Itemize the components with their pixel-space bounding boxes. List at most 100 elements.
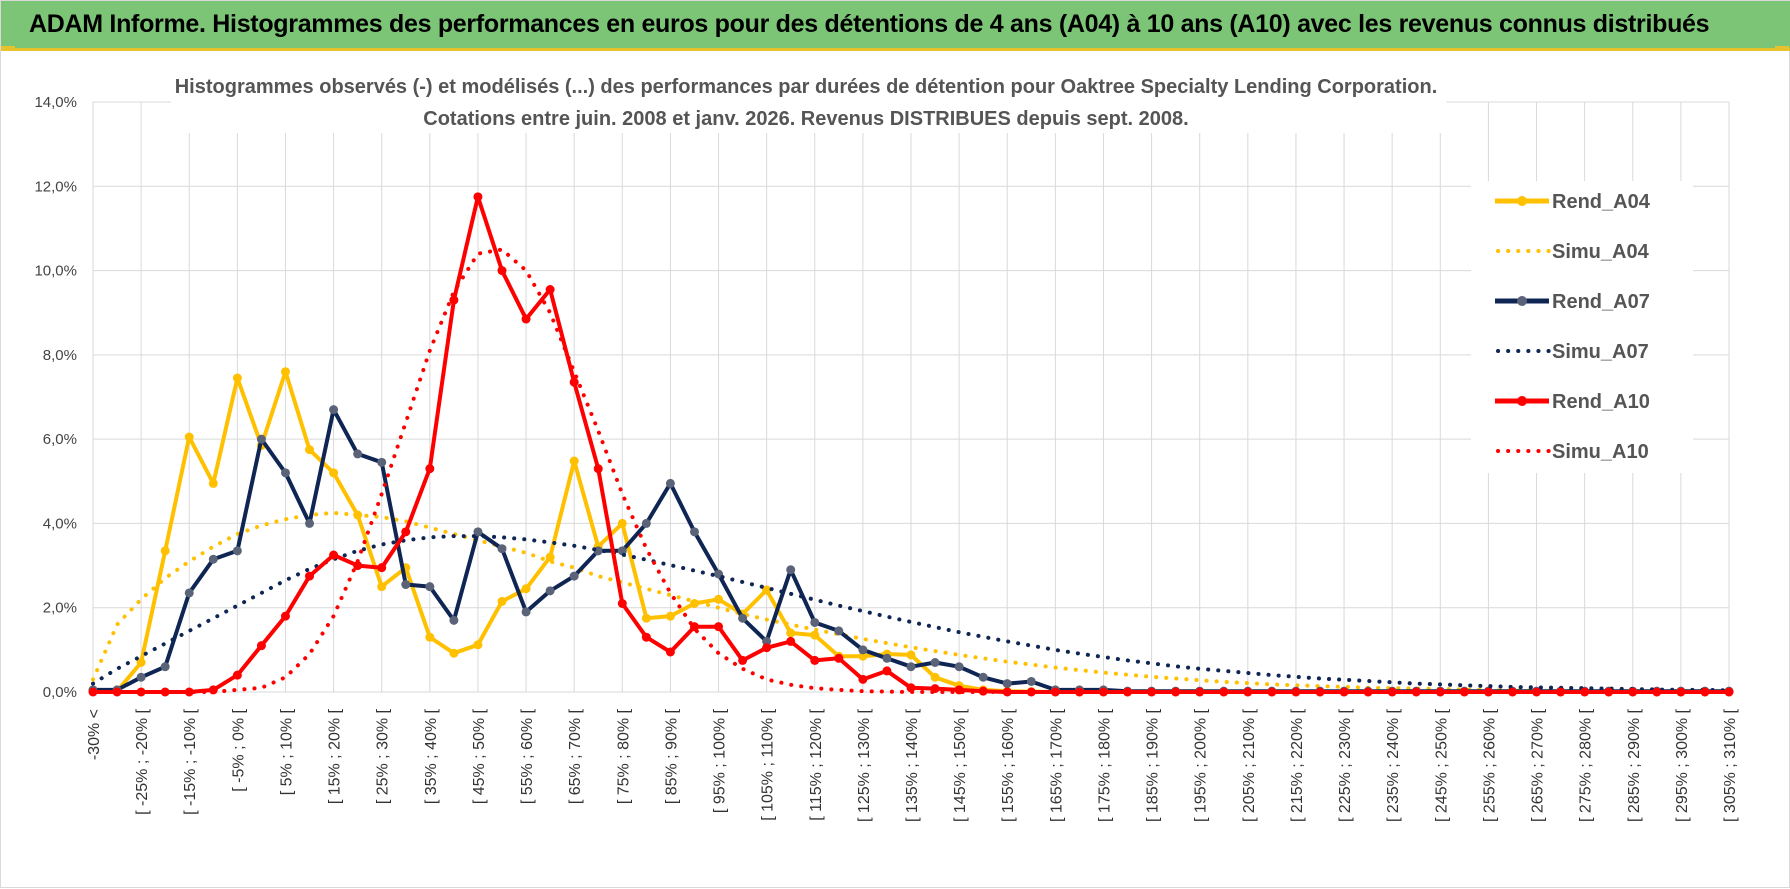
- data-point: [136, 687, 146, 697]
- data-point: [930, 672, 940, 682]
- x-tick-label: [ -5% ; 0% [: [230, 708, 247, 791]
- data-point: [232, 546, 242, 556]
- legend-label: Rend_A10: [1552, 391, 1650, 413]
- data-point: [834, 626, 844, 636]
- x-tick-label: [ -25% ; -20% [: [134, 708, 151, 814]
- data-point: [665, 611, 675, 621]
- legend-marker: [1517, 196, 1527, 206]
- legend-label: Simu_A04: [1552, 241, 1650, 263]
- data-point: [545, 586, 555, 596]
- report-banner: ADAM Informe. Histogrammes des performan…: [1, 1, 1790, 51]
- data-point: [954, 662, 964, 672]
- x-tick-label: [ 15% ; 20% [: [327, 708, 344, 804]
- data-point: [449, 615, 459, 625]
- x-tick-label: [ 215% ; 220% [: [1289, 708, 1306, 822]
- data-point: [136, 658, 146, 667]
- data-point: [665, 647, 675, 657]
- data-point: [256, 434, 266, 444]
- data-point: [329, 550, 339, 560]
- data-point: [473, 527, 483, 537]
- data-point: [377, 457, 387, 467]
- x-tick-label: [ 135% ; 140% [: [904, 708, 921, 822]
- data-point: [1147, 687, 1157, 697]
- x-tick-label: [ 165% ; 170% [: [1048, 708, 1065, 822]
- series-Simu_A07: [91, 534, 1731, 693]
- x-tick-label: [ 225% ; 230% [: [1337, 708, 1354, 822]
- data-point: [329, 468, 339, 478]
- data-point: [377, 563, 387, 573]
- data-point: [906, 662, 916, 672]
- data-point: [232, 373, 242, 383]
- data-point: [1195, 687, 1205, 697]
- data-point: [256, 641, 266, 651]
- data-point: [858, 651, 868, 661]
- data-point: [449, 648, 459, 658]
- data-point: [1507, 687, 1517, 697]
- x-tick-label: [ 245% ; 250% [: [1433, 708, 1450, 822]
- data-point: [593, 464, 603, 474]
- data-point: [1074, 687, 1084, 697]
- x-tick-label: [ 205% ; 210% [: [1241, 708, 1258, 822]
- data-point: [1243, 687, 1253, 697]
- series-line-Simu_A04: [91, 510, 1731, 694]
- x-tick-label: [ 285% ; 290% [: [1626, 708, 1643, 822]
- data-point: [906, 683, 916, 693]
- legend-item-Rend_A07: Rend_A07: [1495, 291, 1650, 313]
- data-point: [1724, 687, 1734, 697]
- x-tick-label: [ 265% ; 270% [: [1530, 708, 1547, 822]
- data-point: [1315, 687, 1325, 697]
- data-point: [305, 518, 315, 528]
- x-tick-label: [ 35% ; 40% [: [423, 708, 440, 804]
- data-point: [449, 295, 459, 305]
- data-point: [545, 285, 555, 295]
- x-tick-label: [ 175% ; 180% [: [1096, 708, 1113, 822]
- data-point: [208, 554, 218, 564]
- x-tick-label: [ 65% ; 70% [: [567, 708, 584, 804]
- data-point: [521, 584, 531, 594]
- data-point: [232, 670, 242, 680]
- data-point: [665, 478, 675, 488]
- x-tick-label: [ 295% ; 300% [: [1674, 708, 1691, 822]
- data-point: [425, 464, 435, 474]
- data-point: [329, 405, 339, 415]
- legend-bg: [1471, 181, 1693, 473]
- data-point: [930, 658, 940, 667]
- data-point: [641, 613, 651, 623]
- data-point: [280, 367, 290, 377]
- data-point: [762, 636, 772, 646]
- data-point: [401, 527, 411, 537]
- data-point: [136, 672, 146, 682]
- data-point: [1628, 687, 1638, 697]
- legend-marker: [1517, 296, 1527, 306]
- data-point: [834, 653, 844, 663]
- data-point: [377, 582, 387, 592]
- data-point: [160, 546, 170, 556]
- data-point: [184, 432, 194, 442]
- gridlines: [92, 101, 1730, 693]
- y-tick-label: 12,0%: [34, 178, 77, 195]
- x-tick-label: [ 55% ; 60% [: [519, 708, 536, 804]
- data-point: [858, 674, 868, 684]
- data-point: [810, 630, 820, 640]
- data-point: [714, 622, 724, 632]
- data-point: [978, 672, 988, 682]
- data-point: [1435, 687, 1445, 697]
- data-point: [280, 611, 290, 621]
- data-point: [882, 666, 892, 676]
- legend-label: Simu_A07: [1552, 341, 1649, 363]
- x-tick-label: [ 115% ; 120% [: [808, 708, 825, 820]
- data-point: [521, 607, 531, 617]
- x-tick-label: [ 305% ; 310% [: [1722, 708, 1739, 822]
- x-axis-ticks: -30% < [ -25% ; -20% [[ -15% ; -10% [[ -5…: [86, 708, 1739, 822]
- x-tick-label: [ 45% ; 50% [: [471, 708, 488, 804]
- x-tick-label: [ 185% ; 190% [: [1145, 708, 1162, 822]
- data-point: [714, 594, 724, 604]
- series-line-Simu_A07: [91, 534, 1731, 693]
- legend-label: Rend_A04: [1552, 191, 1651, 213]
- data-point: [521, 314, 531, 324]
- data-point: [617, 518, 627, 528]
- banner-corner-left: [1, 46, 15, 50]
- series-line-Simu_A10: [91, 247, 1731, 694]
